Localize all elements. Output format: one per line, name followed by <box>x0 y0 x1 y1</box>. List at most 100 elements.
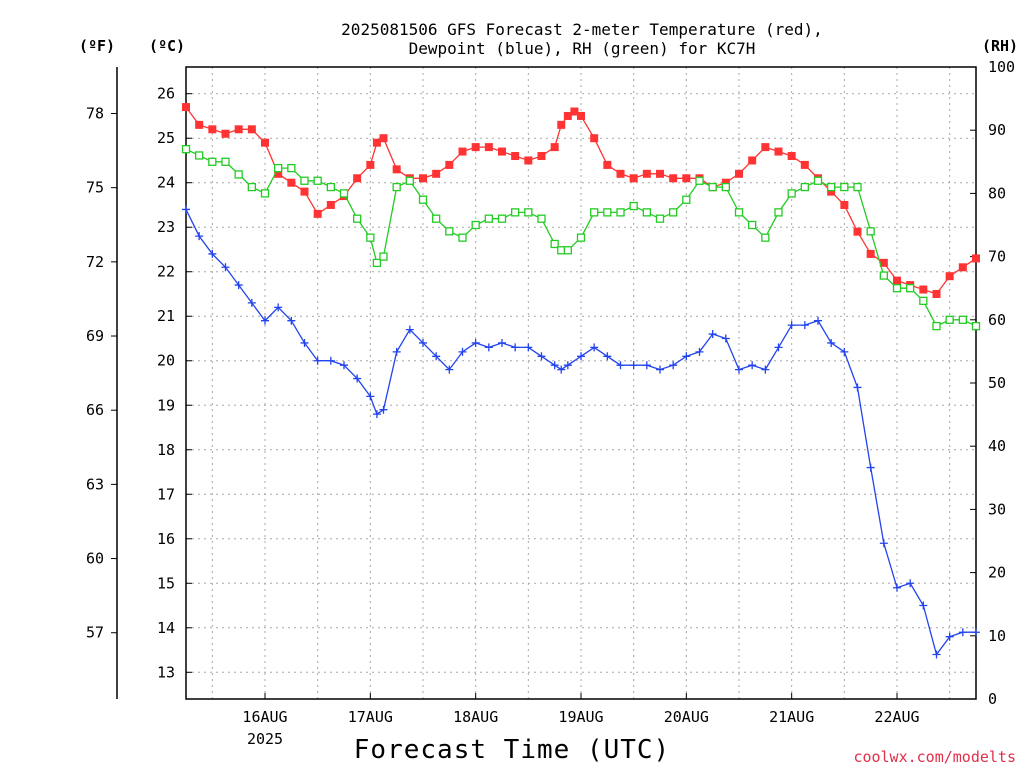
data-point-rh <box>300 176 309 185</box>
celsius-tick-label: 14 <box>157 619 175 637</box>
data-point-temperature <box>287 178 296 187</box>
data-point-dewpoint <box>656 365 664 374</box>
data-point-temperature <box>800 160 809 169</box>
data-point-dewpoint <box>563 361 572 370</box>
data-point-temperature <box>537 152 546 161</box>
fahrenheit-tick-label: 60 <box>86 550 104 568</box>
data-point-rh <box>774 208 783 217</box>
data-point-temperature <box>682 174 691 183</box>
fahrenheit-tick-label: 63 <box>86 475 104 493</box>
data-point-temperature <box>577 111 585 120</box>
data-point-rh <box>234 170 243 179</box>
data-point-rh <box>853 182 862 192</box>
celsius-unit-label: (ºC) <box>149 37 185 55</box>
data-point-rh <box>537 214 546 223</box>
chart-title-line-1: 2025081506 GFS Forecast 2-meter Temperat… <box>341 20 823 39</box>
data-point-rh <box>445 227 454 236</box>
data-point-rh <box>892 284 902 293</box>
data-point-rh <box>748 220 757 230</box>
data-point-temperature <box>261 138 269 147</box>
data-point-rh <box>524 208 533 217</box>
data-point-dewpoint <box>761 365 770 374</box>
data-point-rh <box>800 182 809 192</box>
series-dewpoint <box>182 205 980 659</box>
data-point-temperature <box>550 143 559 152</box>
data-point-dewpoint <box>708 330 717 339</box>
data-point-rh <box>181 145 191 154</box>
data-point-rh <box>576 233 586 242</box>
data-point-dewpoint <box>774 343 783 352</box>
data-point-temperature <box>221 129 230 138</box>
fahrenheit-tick-label: 72 <box>86 253 104 271</box>
data-point-temperature <box>893 276 901 285</box>
data-point-dewpoint <box>471 338 480 347</box>
data-point-rh <box>629 201 638 211</box>
fahrenheit-tick-label: 57 <box>86 624 104 642</box>
celsius-tick-label: 15 <box>157 574 175 592</box>
x-tick-label: 18AUG <box>453 708 498 726</box>
data-point-temperature <box>300 187 309 196</box>
data-point-temperature <box>445 160 454 169</box>
data-point-temperature <box>748 156 757 165</box>
fahrenheit-unit-label: (ºF) <box>79 37 115 55</box>
data-point-temperature <box>840 200 849 209</box>
x-tick-label: 21AUG <box>769 708 814 726</box>
website-credit: coolwx.com/modelts <box>853 748 1016 766</box>
data-point-rh <box>590 208 599 217</box>
celsius-tick-label: 22 <box>157 263 175 281</box>
data-point-dewpoint <box>906 579 915 588</box>
data-point-temperature <box>247 125 256 134</box>
data-point-dewpoint <box>353 374 362 383</box>
axes: 13 14 15 16 17 18 19 20 21 22 23 24 25 26 57 60 63 66 69 72… <box>86 58 1015 726</box>
data-point-dewpoint <box>590 343 599 352</box>
rh-tick-label: 30 <box>988 500 1006 518</box>
data-point-rh <box>353 214 362 223</box>
data-point-temperature <box>182 103 190 112</box>
data-point-dewpoint <box>234 281 243 290</box>
data-point-rh <box>208 157 217 166</box>
data-point-dewpoint <box>550 361 559 370</box>
celsius-tick-label: 21 <box>157 307 175 325</box>
data-point-dewpoint <box>735 365 743 374</box>
data-point-rh <box>274 163 283 173</box>
data-point-dewpoint <box>945 632 954 641</box>
data-point-dewpoint <box>221 263 230 272</box>
data-point-dewpoint <box>958 628 967 637</box>
data-point-rh <box>695 176 704 185</box>
data-point-temperature <box>208 125 217 134</box>
data-point-dewpoint <box>458 347 467 356</box>
data-point-rh <box>642 208 651 217</box>
data-point-temperature <box>590 134 599 143</box>
fahrenheit-tick-label: 78 <box>86 104 104 122</box>
data-point-temperature <box>274 169 283 178</box>
data-point-rh <box>721 182 730 192</box>
x-tick-label: 20AUG <box>664 708 709 726</box>
data-point-rh <box>906 284 915 293</box>
data-point-dewpoint <box>274 303 283 312</box>
data-point-rh <box>945 315 954 324</box>
rh-tick-label: 50 <box>988 374 1006 392</box>
data-point-dewpoint <box>919 601 928 610</box>
data-point-rh <box>682 195 691 204</box>
data-point-temperature <box>432 169 441 178</box>
data-point-rh <box>879 271 888 280</box>
data-point-dewpoint <box>379 405 388 414</box>
data-point-temperature <box>761 143 770 152</box>
data-point-temperature <box>853 227 862 236</box>
x-tick-label: 16AUG <box>242 708 287 726</box>
data-point-temperature <box>570 107 579 116</box>
data-point-temperature <box>669 174 678 183</box>
data-point-rh <box>971 321 981 331</box>
data-point-dewpoint <box>787 321 796 330</box>
rh-tick-label: 0 <box>988 690 997 708</box>
x-axis-title: Forecast Time (UTC) <box>354 735 670 765</box>
plot-frame <box>185 66 977 700</box>
data-point-dewpoint <box>287 316 296 325</box>
celsius-tick-label: 23 <box>157 218 175 236</box>
data-point-dewpoint <box>326 356 335 365</box>
celsius-tick-label: 18 <box>157 441 175 459</box>
data-point-dewpoint <box>603 352 612 361</box>
data-point-rh <box>366 233 375 242</box>
data-point-dewpoint <box>511 343 520 352</box>
data-point-temperature <box>827 187 836 196</box>
